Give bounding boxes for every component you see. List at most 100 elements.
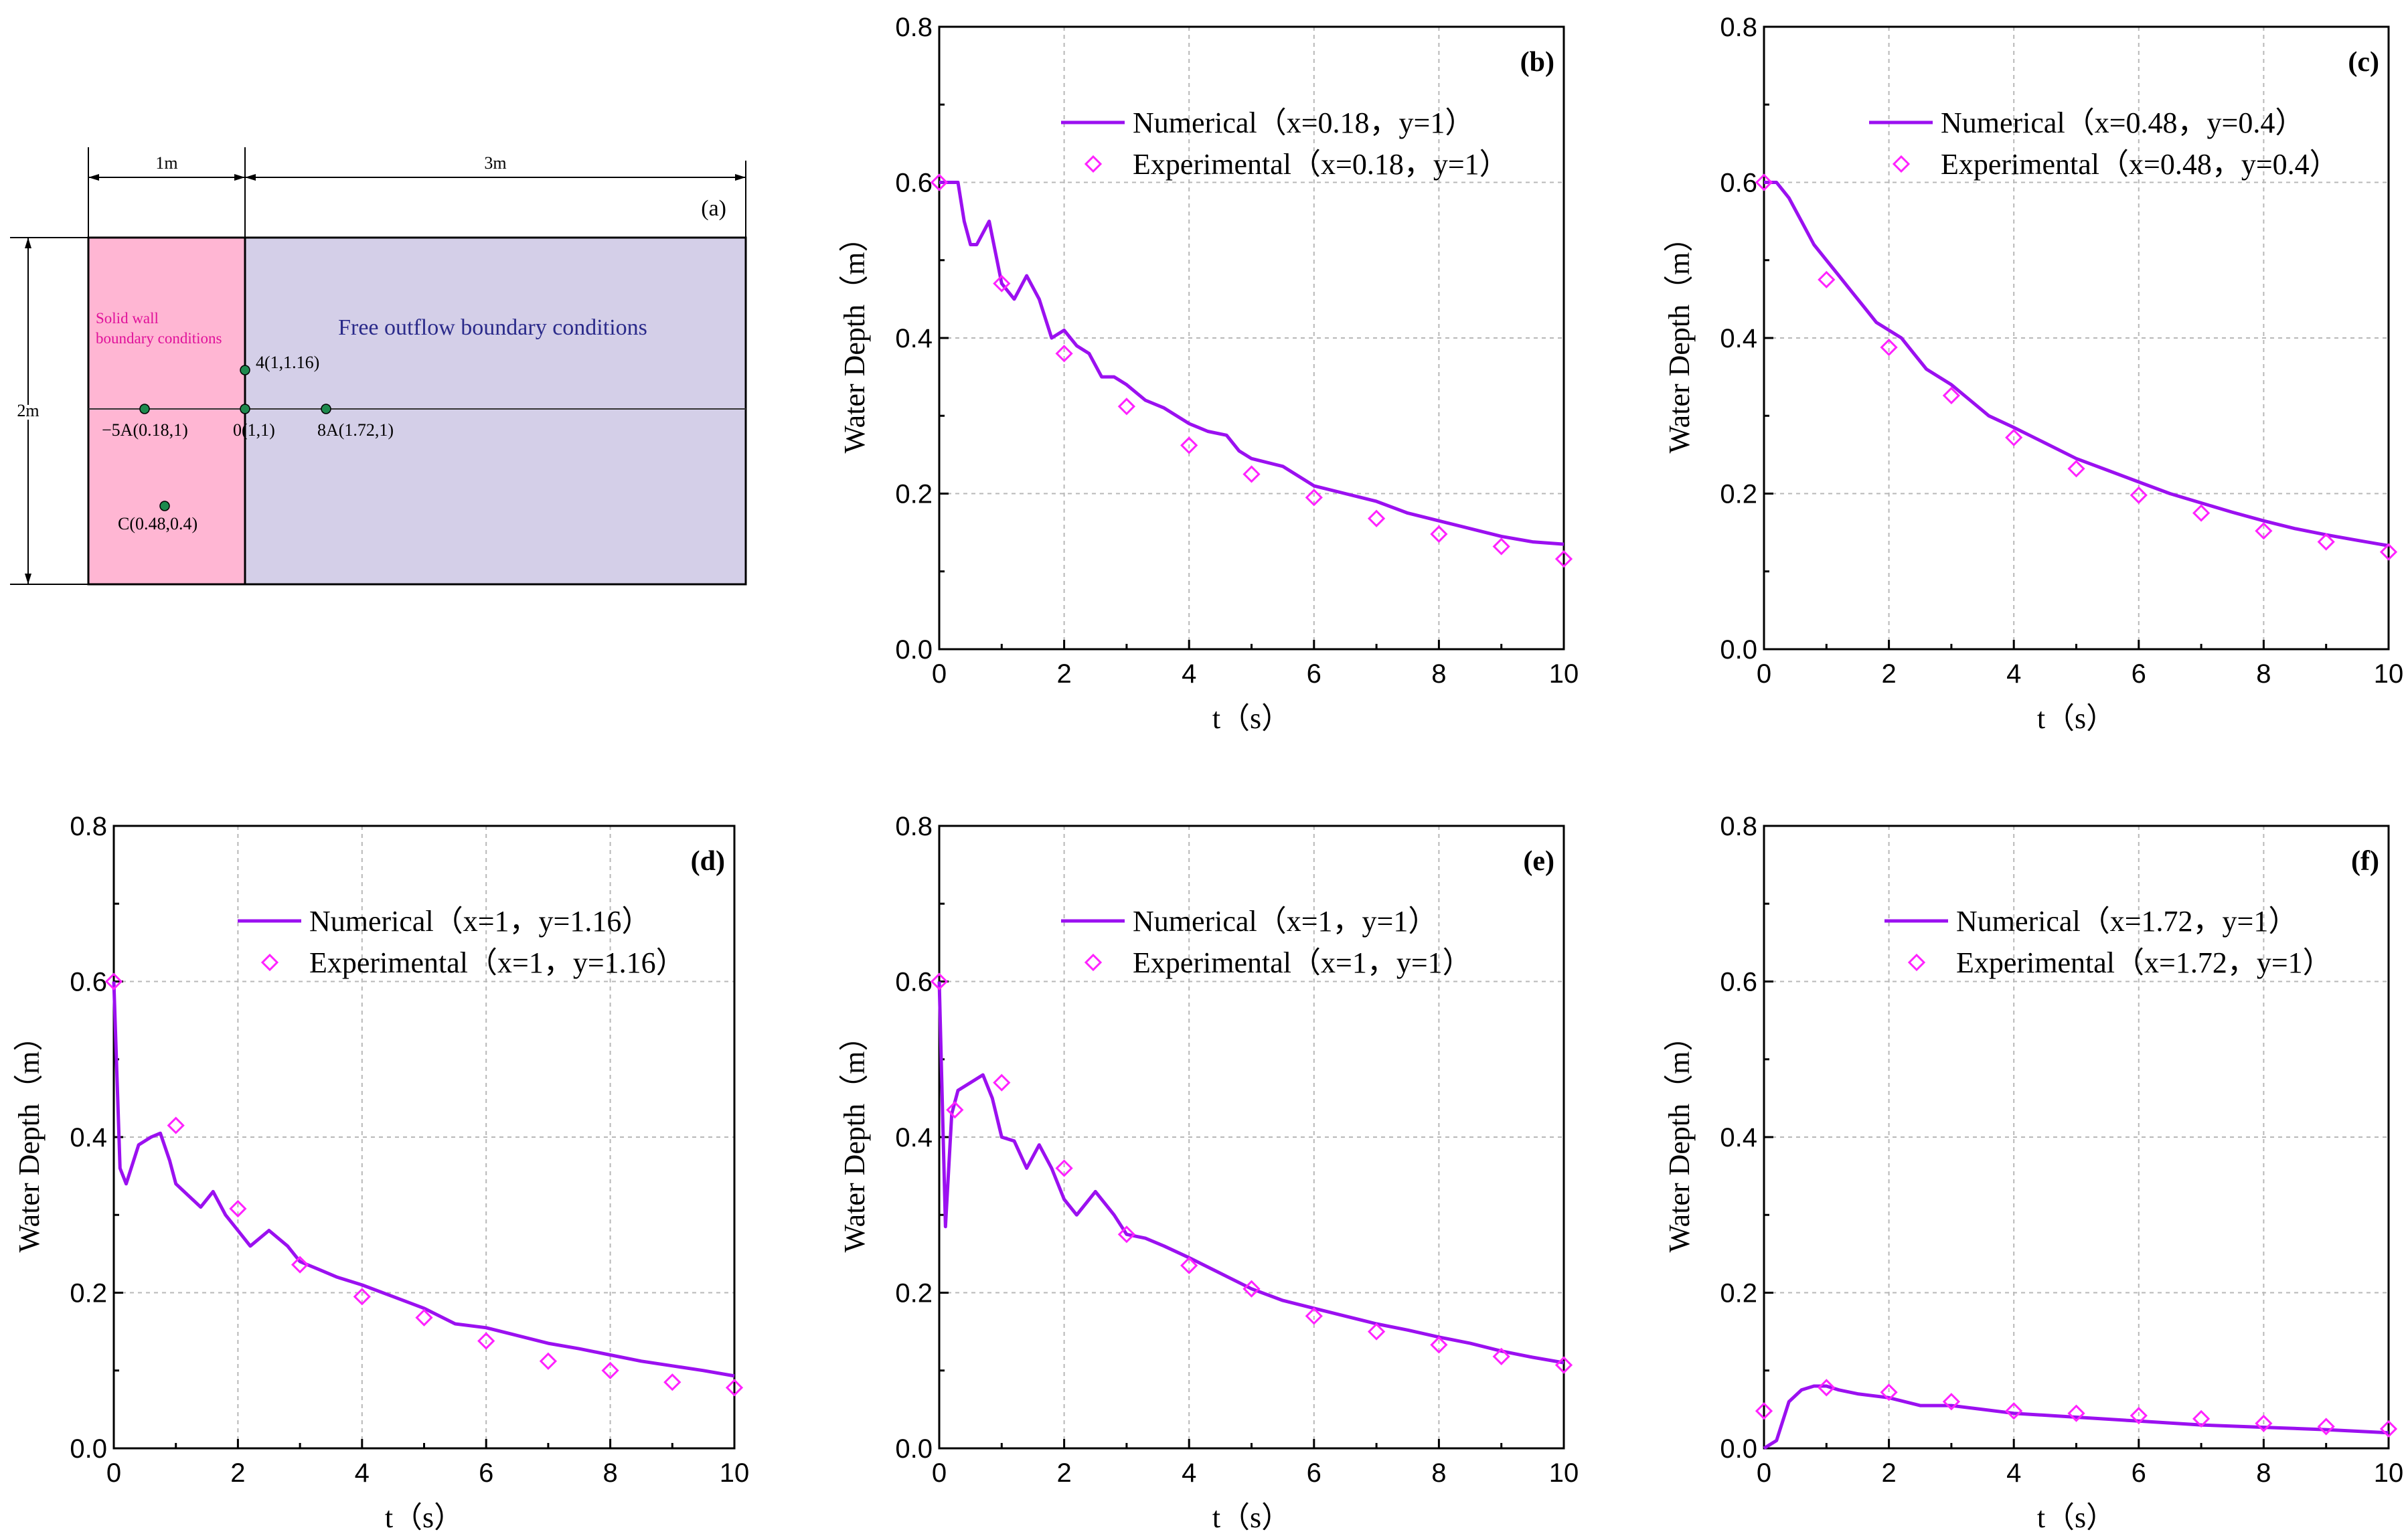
experimental-point [993,274,1011,292]
experimental-point [1492,537,1510,556]
x-tick-label: 4 [2006,1458,2021,1488]
legend-experimental-label: Experimental（x=1，y=1.16） [309,946,686,979]
x-tick-label: 8 [603,1458,617,1488]
experimental-point [1180,1256,1198,1274]
x-tick-label: 0 [932,659,947,689]
x-axis-label: t（s） [2037,1501,2115,1534]
panel-tag: (c) [2348,47,2379,78]
y-axis-label: Water Depth（m） [838,223,871,454]
x-tick-label: 8 [1431,659,1446,689]
experimental-point [1367,509,1386,527]
legend-experimental-swatch [1892,155,1911,173]
legend-experimental-label: Experimental（x=0.18，y=1） [1133,148,1509,181]
x-tick-label: 10 [2374,1458,2404,1488]
x-tick-label: 6 [1307,1458,1321,1488]
legend-experimental-label: Experimental（x=1，y=1） [1133,946,1472,979]
x-tick-label: 2 [1881,1458,1896,1488]
experimental-point [1818,270,1836,288]
x-tick-label: 2 [1056,1458,1071,1488]
dim-height-label: 2m [17,401,39,420]
x-axis-label: t（s） [2037,702,2115,735]
experimental-point [1305,1307,1323,1325]
experimental-point [663,1373,681,1391]
legend-experimental-swatch [260,953,279,972]
panel-tag: (d) [691,846,725,877]
gauge-point-5a [139,404,150,414]
experimental-point [229,1199,247,1218]
arrow-icon [88,174,99,181]
panel-tag: (e) [1523,846,1554,877]
legend-numerical-label: Numerical（x=0.48，y=0.4） [1941,106,2304,139]
experimental-point [1942,386,1961,405]
experimental-point [1242,1280,1261,1298]
legend-numerical-label: Numerical（x=1，y=1.16） [309,905,651,938]
legend-experimental-label: Experimental（x=0.48，y=0.4） [1941,148,2339,181]
point-label-4: 4(1,1.16) [256,353,319,372]
x-tick-label: 2 [230,1458,245,1488]
arrow-icon [234,174,245,181]
x-tick-label: 0 [1757,659,1771,689]
x-axis-label: t（s） [1212,1501,1291,1534]
numerical-series-line [1764,181,2389,547]
y-tick-label: 0.0 [895,635,933,665]
free-outflow-label: Free outflow boundary conditions [338,315,647,340]
x-tick-label: 10 [1549,1458,1579,1488]
x-tick-label: 10 [1549,659,1579,689]
experimental-point [2130,1407,2148,1425]
experimental-point [1755,173,1773,191]
arrow-icon [735,174,746,181]
y-tick-label: 0.8 [895,13,933,42]
experimental-point [725,1379,744,1397]
panel-tag: (f) [2351,846,2379,877]
y-tick-label: 0.8 [1720,13,1757,42]
experimental-point [2379,1420,2398,1438]
y-axis-label: Water Depth（m） [1663,223,1696,454]
experimental-point [1117,398,1136,416]
experimental-point [2255,522,2273,540]
legend-numerical-label: Numerical（x=1，y=1） [1133,905,1437,938]
x-tick-label: 6 [479,1458,493,1488]
y-tick-label: 0.4 [895,324,933,353]
y-tick-label: 0.2 [70,1279,107,1308]
y-tick-label: 0.6 [895,968,933,997]
x-tick-label: 8 [2256,1458,2271,1488]
y-tick-label: 0.6 [1720,169,1757,198]
experimental-point [1430,525,1448,543]
dim-right-label: 3m [484,153,506,173]
y-tick-label: 0.0 [895,1434,933,1464]
y-axis-label: Water Depth（m） [13,1022,46,1253]
experimental-point [1055,1159,1073,1177]
experimental-point [2192,504,2211,522]
y-axis-label: Water Depth（m） [1663,1022,1696,1253]
legend-experimental-swatch [1907,953,1926,972]
point-label-0: 0(1,1) [233,420,275,440]
x-tick-label: 8 [2256,659,2271,689]
arrow-icon [25,574,31,584]
numerical-series-line [939,181,1564,546]
experimental-point [2130,486,2148,504]
arrow-icon [25,238,31,248]
chart-panel-f: 0 2 4 6 8 10 0.0 0.2 0.4 0.6 0.8 t（s） Water Depth（m）… [1663,812,2403,1534]
y-tick-label: 0.2 [895,1279,933,1308]
experimental-point [1818,1379,1836,1397]
experimental-point [2379,543,2398,561]
experimental-point [415,1308,433,1327]
solid-wall-label-2: boundary conditions [96,330,222,347]
experimental-point [2192,1409,2211,1428]
y-tick-label: 0.2 [1720,480,1757,509]
x-tick-label: 6 [2132,1458,2146,1488]
experimental-point [477,1332,495,1350]
legend-experimental-label: Experimental（x=1.72，y=1） [1956,946,2332,979]
legend-numerical-label: Numerical（x=1.72，y=1） [1956,905,2298,938]
legend-numerical-label: Numerical（x=0.18，y=1） [1133,106,1474,139]
gauge-point-0 [240,404,250,414]
experimental-point [930,972,949,991]
y-tick-label: 0.4 [1720,324,1757,353]
experimental-point [291,1256,309,1274]
y-tick-label: 0.6 [70,968,107,997]
gauge-point-8a [321,404,331,414]
experimental-point [1880,1383,1898,1401]
experimental-point [993,1074,1011,1092]
experimental-point [930,173,949,191]
x-tick-label: 4 [355,1458,370,1488]
